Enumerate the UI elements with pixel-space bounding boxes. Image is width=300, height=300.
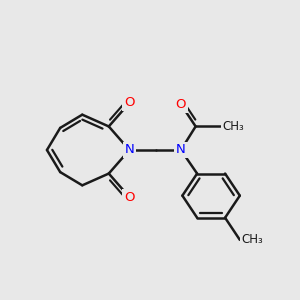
Text: O: O [124,190,135,204]
Text: N: N [124,143,134,157]
Text: N: N [176,143,186,157]
Text: CH₃: CH₃ [222,120,244,133]
Text: O: O [124,96,135,110]
Text: CH₃: CH₃ [241,233,263,246]
Text: O: O [176,98,186,111]
